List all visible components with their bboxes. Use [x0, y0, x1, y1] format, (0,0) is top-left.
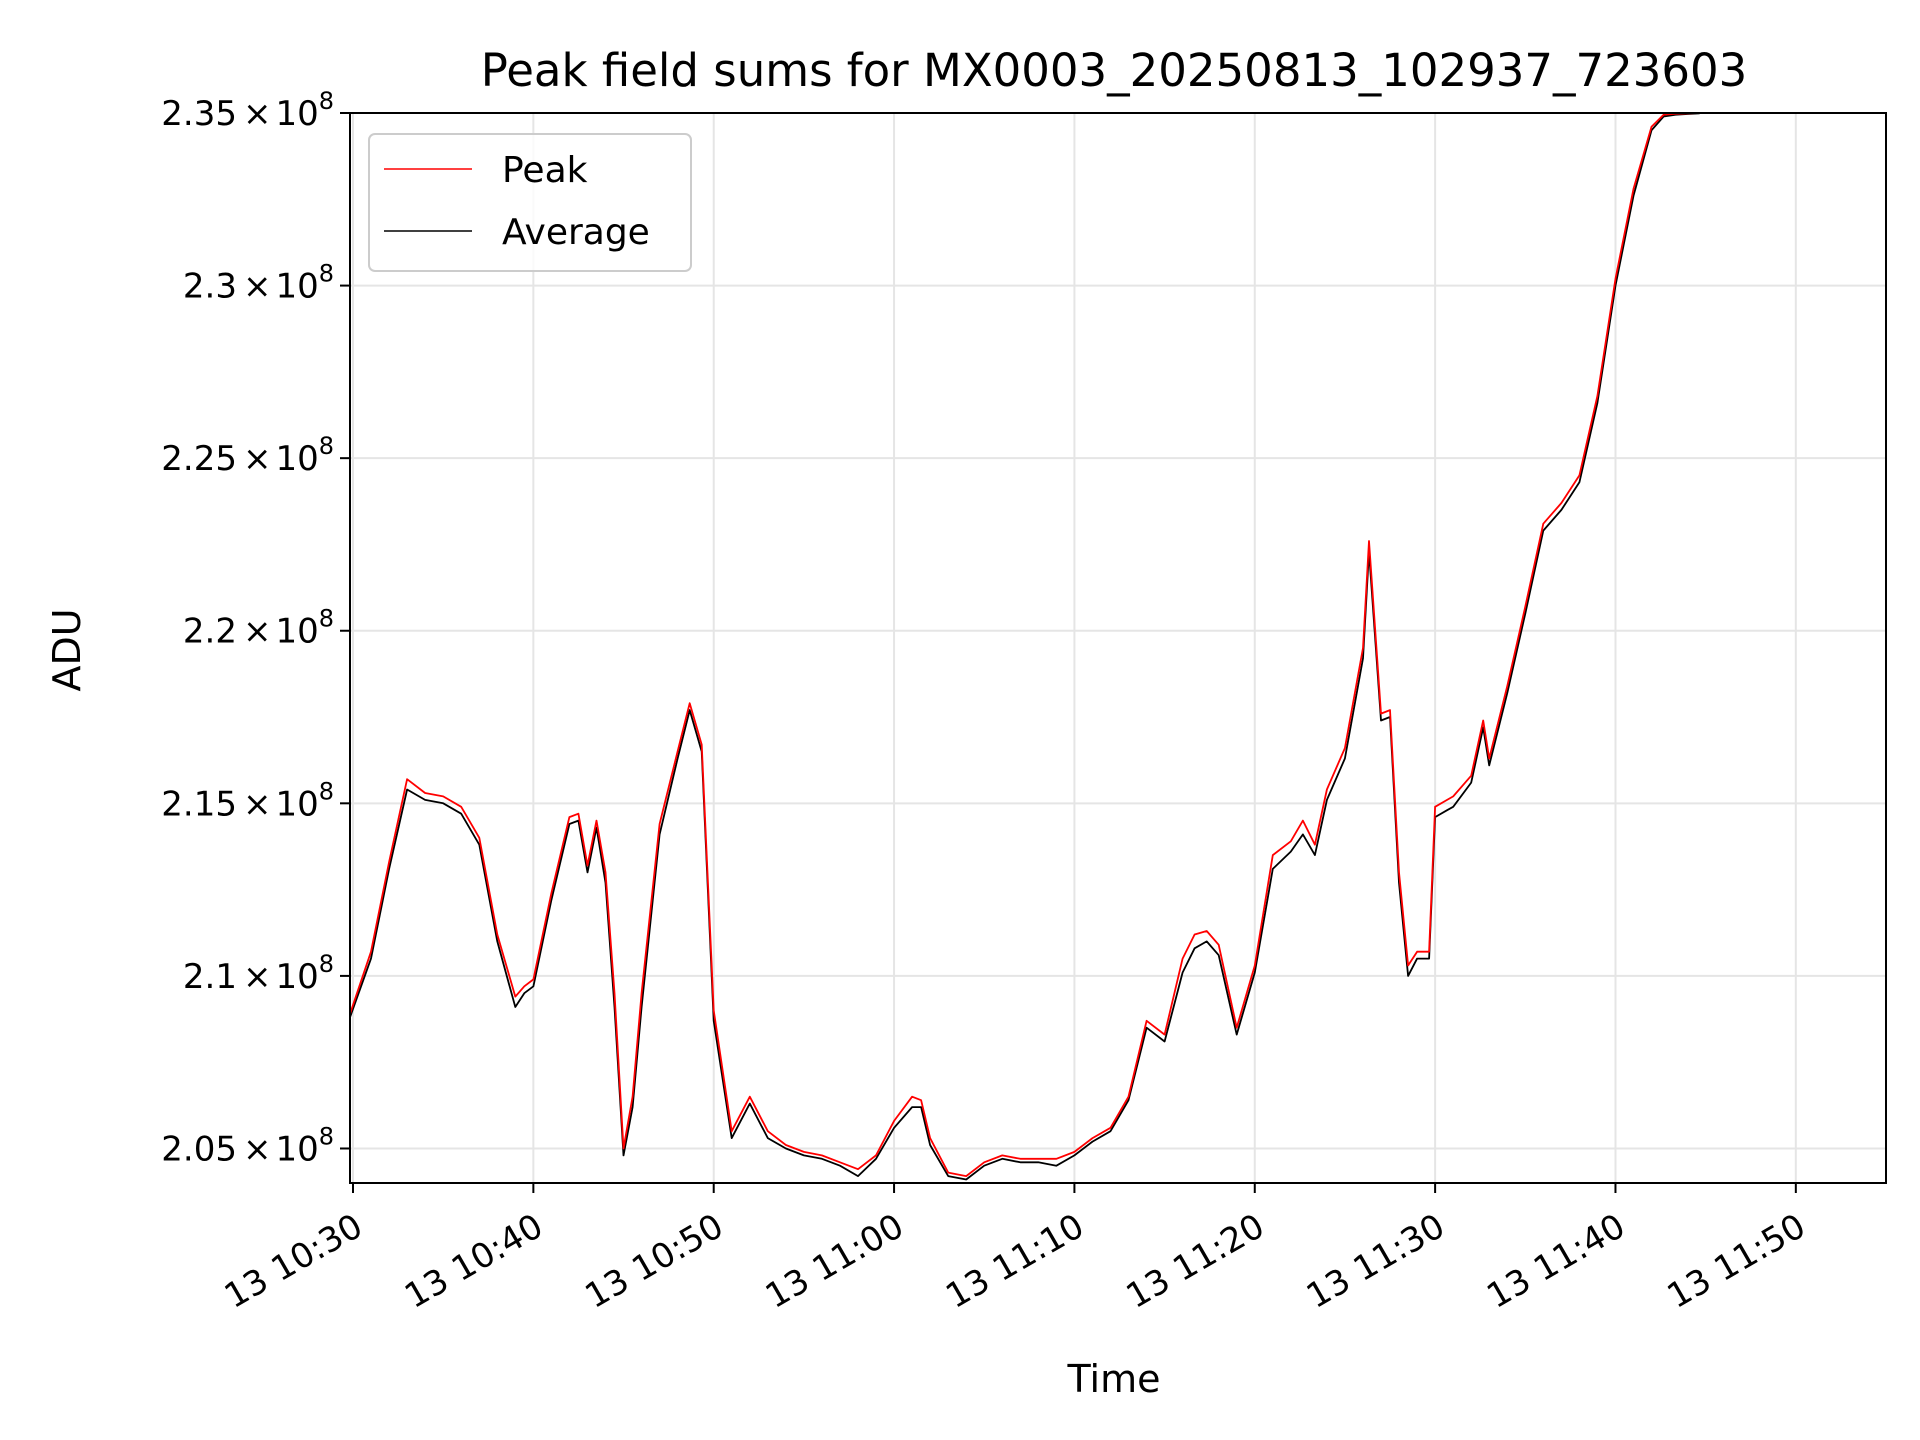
y-tick-multiplier: × — [243, 1129, 272, 1169]
y-tick-exponent: 8 — [319, 950, 334, 978]
y-tick-exponent: 8 — [319, 432, 334, 460]
x-axis-label: Time — [1067, 1357, 1161, 1401]
y-tick-mantissa: 2.15 — [161, 784, 237, 824]
y-tick-exponent: 8 — [319, 605, 334, 633]
y-tick-label: 2.15 × 108 — [161, 777, 334, 824]
y-tick-exponent: 8 — [319, 87, 334, 115]
y-tick-multiplier: × — [243, 957, 272, 997]
y-tick-mantissa: 2.35 — [161, 94, 237, 134]
y-tick-label: 2.25 × 108 — [161, 432, 334, 479]
y-tick-multiplier: × — [243, 94, 272, 134]
y-tick-multiplier: × — [243, 439, 272, 479]
y-tick-multiplier: × — [243, 267, 272, 307]
y-tick-base: 10 — [275, 439, 318, 479]
y-tick-base: 10 — [275, 1129, 318, 1169]
y-tick-label: 2.2 × 108 — [183, 605, 334, 652]
y-tick-mantissa: 2.25 — [161, 439, 237, 479]
y-tick-mantissa: 2.2 — [183, 612, 237, 652]
y-tick-mantissa: 2.05 — [161, 1129, 237, 1169]
y-tick-mantissa: 2.3 — [183, 267, 237, 307]
series-line-average — [349, 112, 1700, 1181]
y-tick-exponent: 8 — [319, 260, 334, 288]
y-tick-exponent: 8 — [319, 777, 334, 805]
series-layer — [349, 112, 1700, 1181]
series-line-peak — [349, 112, 1700, 1177]
y-tick-base: 10 — [275, 267, 318, 307]
y-tick-mantissa: 2.1 — [183, 957, 237, 997]
y-tick-label: 2.3 × 108 — [183, 260, 334, 307]
y-tick-label: 2.1 × 108 — [183, 950, 334, 997]
legend-label-peak: Peak — [502, 150, 588, 191]
legend: Peak Average — [368, 133, 692, 272]
y-tick-multiplier: × — [243, 784, 272, 824]
y-tick-label: 2.05 × 108 — [161, 1122, 334, 1169]
y-tick-multiplier: × — [243, 612, 272, 652]
y-tick-base: 10 — [275, 612, 318, 652]
grid — [350, 112, 1886, 1183]
y-axis-label: ADU — [45, 608, 89, 691]
chart-title: Peak field sums for MX0003_20250813_1029… — [481, 44, 1748, 97]
y-tick-base: 10 — [275, 957, 318, 997]
plot-frame — [349, 112, 1887, 1184]
y-tick-label: 2.35 × 108 — [161, 87, 334, 134]
legend-label-average: Average — [502, 212, 650, 253]
y-tick-base: 10 — [275, 94, 318, 134]
y-tick-exponent: 8 — [319, 1122, 334, 1150]
y-tick-base: 10 — [275, 784, 318, 824]
